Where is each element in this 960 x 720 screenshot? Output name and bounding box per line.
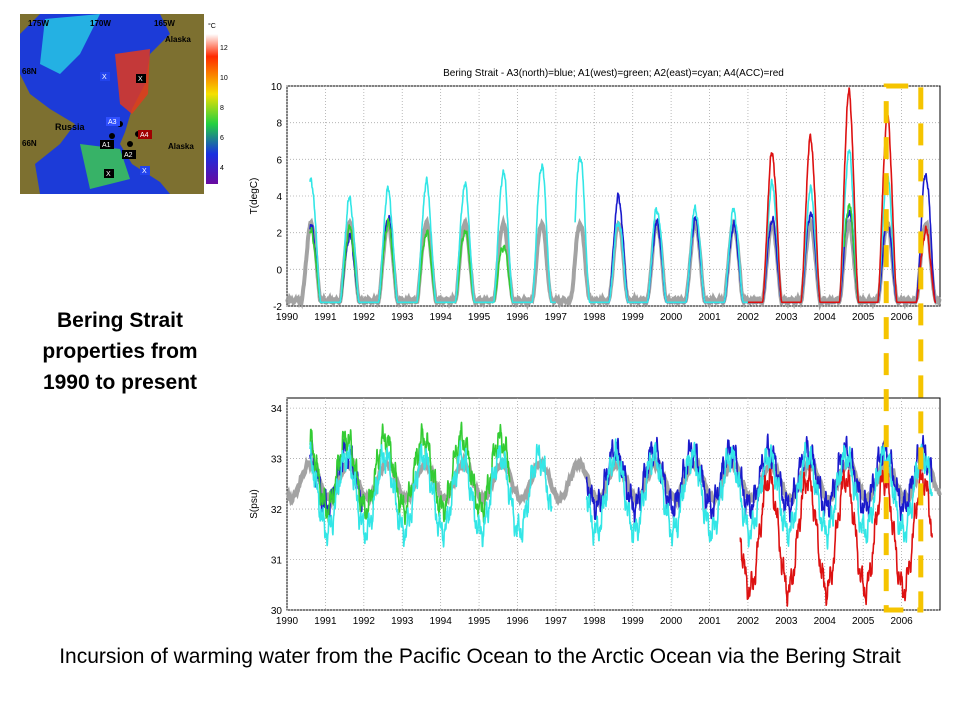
x-tick-label: 1996 — [506, 312, 529, 323]
y-axis-label: S(psu) — [249, 489, 260, 518]
map-marker-x3-text: X — [106, 171, 111, 178]
x-tick-label: 1994 — [430, 616, 453, 627]
map-marker-x4 — [140, 166, 150, 175]
x-tick-label: 2004 — [814, 312, 837, 323]
x-tick-label: 1991 — [314, 616, 337, 627]
y-tick-label: 0 — [276, 265, 282, 276]
y-tick-label: 30 — [271, 606, 283, 617]
x-tick-label: 2006 — [890, 312, 913, 323]
series-line-a2 — [309, 149, 899, 304]
map-tag-a2 — [122, 150, 136, 159]
x-tick-label: 1993 — [391, 312, 414, 323]
map-tag-a4-text: A4 — [140, 132, 149, 139]
plot-area — [286, 397, 941, 611]
x-tick-label: 1992 — [353, 616, 376, 627]
colorbar-tick-label: 4 — [220, 165, 224, 172]
y-tick-label: 31 — [271, 556, 283, 567]
x-tick-label: 1997 — [545, 616, 568, 627]
y-tick-label: 33 — [271, 455, 283, 466]
series-line-a4 — [747, 87, 937, 304]
x-tick-label: 1999 — [622, 616, 645, 627]
x-tick-label: 2002 — [737, 616, 760, 627]
x-tick-label: 1993 — [391, 616, 414, 627]
y-tick-label: 2 — [276, 229, 282, 240]
x-tick-label: 1994 — [430, 312, 453, 323]
map-label-alaska-north: Alaska — [165, 35, 191, 44]
x-tick-label: 2003 — [775, 312, 798, 323]
map-label-165w: 165W — [154, 19, 175, 28]
mooring-a1-marker — [109, 133, 115, 139]
map-tag-a2-text: A2 — [124, 152, 133, 159]
x-tick-label: 2000 — [660, 616, 683, 627]
map-label-175w: 175W — [28, 19, 49, 28]
y-tick-label: 10 — [271, 82, 283, 93]
map-marker-x3 — [104, 169, 114, 178]
series-line-a2 — [309, 438, 933, 550]
x-tick-label: 2005 — [852, 616, 875, 627]
x-tick-label: 1992 — [353, 312, 376, 323]
x-tick-label: 1995 — [468, 616, 491, 627]
map-label-alaska-south: Alaska — [168, 142, 194, 151]
bering-strait-map: °C 12 10 8 6 4 175W 170W 165W 68N 66N Alaska… — [20, 14, 228, 194]
x-tick-label: 1996 — [506, 616, 529, 627]
series-line-a1 — [309, 421, 511, 526]
x-tick-label: 2001 — [698, 312, 721, 323]
x-tick-label: 1990 — [276, 616, 299, 627]
map-marker-x2-text: X — [138, 76, 143, 83]
y-axis-label: T(degC) — [249, 178, 260, 215]
chart-title: Bering Strait - A3(north)=blue; A1(west)… — [443, 68, 784, 79]
colorbar — [206, 34, 218, 184]
x-tick-label: 1991 — [314, 312, 337, 323]
map-label-170w: 170W — [90, 19, 111, 28]
map-cyan-water — [40, 14, 100, 74]
map-warm-water — [115, 49, 150, 114]
colorbar-tick-label: 12 — [220, 45, 228, 52]
x-tick-label: 2003 — [775, 616, 798, 627]
map-label-russia: Russia — [55, 122, 86, 132]
colorbar-tick-label: 10 — [220, 75, 228, 82]
map-tag-a1 — [100, 140, 114, 149]
x-tick-label: 1999 — [622, 312, 645, 323]
salinity-chart: 1990 1991 1992 1993 1994 1995 1996 1997 1998 1999… — [249, 397, 942, 627]
x-tick-label: 2000 — [660, 312, 683, 323]
temperature-chart: 1990 1991 1992 1993 1994 1995 1996 1997 1998 1999… — [249, 68, 942, 323]
colorbar-ticks: 12 10 8 6 4 — [220, 45, 228, 172]
colorbar-tick-label: 6 — [220, 135, 224, 142]
side-title: Bering Strait properties from 1990 to pr… — [42, 309, 198, 394]
map-marker-x1-text: X — [102, 74, 107, 81]
y-tick-label: 32 — [271, 505, 283, 516]
map-tag-a1-text: A1 — [102, 142, 111, 149]
map-marker-x2 — [136, 74, 146, 83]
map-green-water — [80, 144, 130, 189]
y-tick-label: 8 — [276, 119, 282, 130]
mooring-a2-marker — [127, 141, 133, 147]
map-tag-a4 — [138, 130, 152, 139]
x-tick-label: 1998 — [583, 616, 606, 627]
map-label-68n: 68N — [22, 67, 37, 76]
series-line-a4 — [739, 464, 933, 607]
x-tick-label: 2005 — [852, 312, 875, 323]
x-tick-label: 1998 — [583, 312, 606, 323]
x-tick-label: 1997 — [545, 312, 568, 323]
map-tag-a3-text: A3 — [108, 119, 117, 126]
colorbar-unit: °C — [208, 22, 216, 30]
x-tick-label: 2006 — [890, 616, 913, 627]
x-tick-label: 1990 — [276, 312, 299, 323]
highlight-dashed-box — [883, 83, 924, 613]
y-tick-label: 4 — [276, 192, 282, 203]
x-tick-label: 2004 — [814, 616, 837, 627]
map-marker-x1 — [100, 72, 110, 81]
y-tick-label: 34 — [271, 404, 283, 415]
caption: Incursion of warming water from the Paci… — [59, 645, 901, 668]
map-marker-x4-text: X — [142, 168, 147, 175]
map-tag-a3 — [106, 117, 120, 126]
y-tick-label: 6 — [276, 155, 282, 166]
x-tick-label: 2002 — [737, 312, 760, 323]
y-tick-label: -2 — [273, 302, 282, 313]
x-tick-label: 1995 — [468, 312, 491, 323]
x-tick-label: 2001 — [698, 616, 721, 627]
map-label-66n: 66N — [22, 139, 37, 148]
bering-strait-charts: 1990 1991 1992 1993 1994 1995 1996 1997 1998 1999… — [249, 68, 942, 627]
colorbar-tick-label: 8 — [220, 105, 224, 112]
